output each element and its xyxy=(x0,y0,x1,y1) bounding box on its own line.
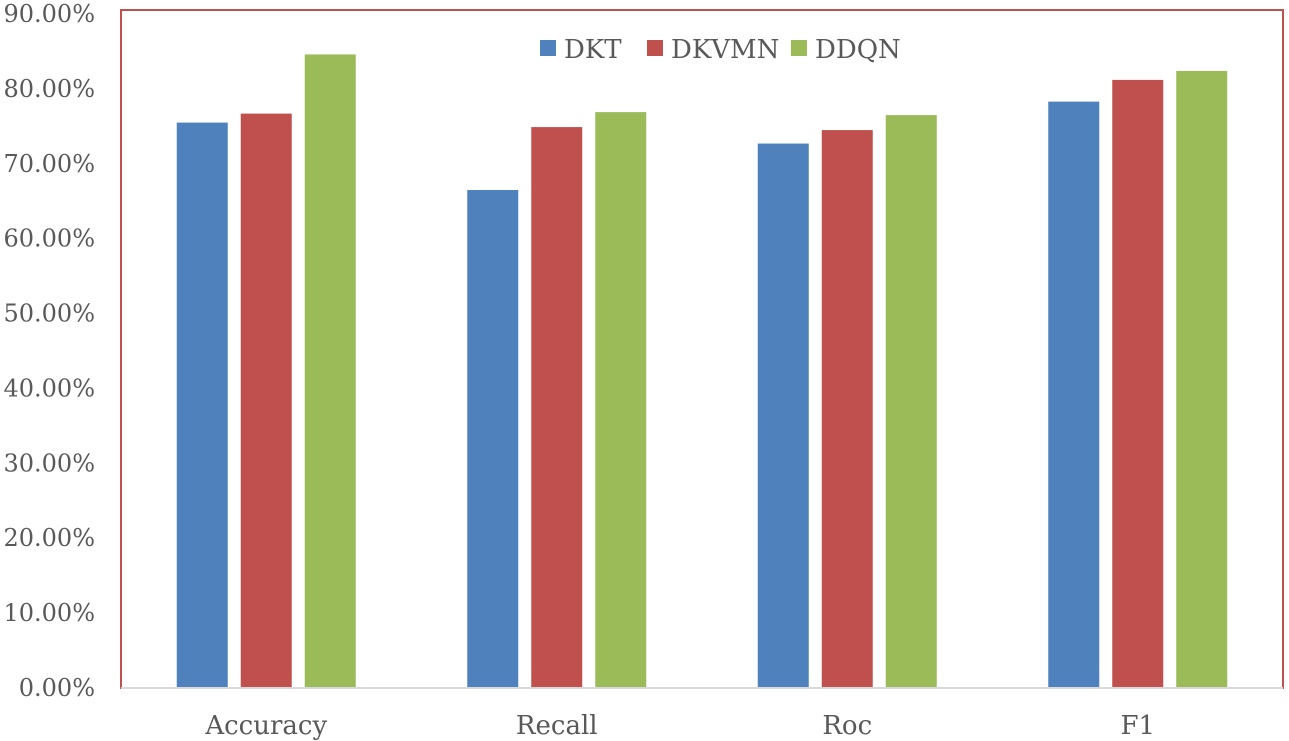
y-tick-label: 60.00% xyxy=(3,225,95,253)
bar-dkvmn-roc xyxy=(821,130,873,689)
x-tick-label: Accuracy xyxy=(204,711,327,741)
legend-swatch-dkvmn xyxy=(647,40,663,56)
legend-label-ddqn: DDQN xyxy=(815,35,901,65)
bar-dkt-accuracy xyxy=(176,122,228,689)
y-tick-label: 40.00% xyxy=(3,374,95,402)
bar-ddqn-roc xyxy=(885,115,937,689)
legend-swatch-dkt xyxy=(540,40,556,56)
bar-dkt-recall xyxy=(467,189,519,688)
bar-dkvmn-accuracy xyxy=(240,113,292,688)
y-tick-label: 30.00% xyxy=(3,449,95,477)
y-tick-label: 90.00% xyxy=(3,0,95,28)
bar-ddqn-accuracy xyxy=(304,54,356,688)
bars xyxy=(176,54,1228,689)
legend-label-dkvmn: DKVMN xyxy=(671,35,779,65)
y-tick-label: 50.00% xyxy=(3,300,95,328)
bar-dkvmn-recall xyxy=(531,127,583,689)
x-tick-label: F1 xyxy=(1120,711,1155,741)
x-tick-label: Recall xyxy=(516,711,598,741)
x-tick-label: Roc xyxy=(822,711,872,741)
y-tick-label: 10.00% xyxy=(3,599,95,627)
x-axis-tick-labels: Accuracy Recall Roc F1 xyxy=(204,711,1155,741)
y-tick-label: 0.00% xyxy=(19,674,95,702)
bar-ddqn-recall xyxy=(595,112,647,689)
y-tick-label: 80.00% xyxy=(3,75,95,103)
legend-label-dkt: DKT xyxy=(564,35,622,65)
bar-dkvmn-f1 xyxy=(1112,79,1164,688)
bar-dkt-f1 xyxy=(1048,101,1100,689)
plot-frame xyxy=(120,9,1284,689)
legend: DKT DKVMN DDQN xyxy=(540,35,901,65)
y-tick-label: 70.00% xyxy=(3,150,95,178)
y-axis-tick-labels: 0.00% 10.00% 20.00% 30.00% 40.00% 50.00% 60.00… xyxy=(3,0,95,702)
bar-dkt-roc xyxy=(757,143,809,688)
y-tick-label: 20.00% xyxy=(3,524,95,552)
legend-swatch-ddqn xyxy=(791,40,807,56)
bar-ddqn-f1 xyxy=(1176,70,1228,689)
